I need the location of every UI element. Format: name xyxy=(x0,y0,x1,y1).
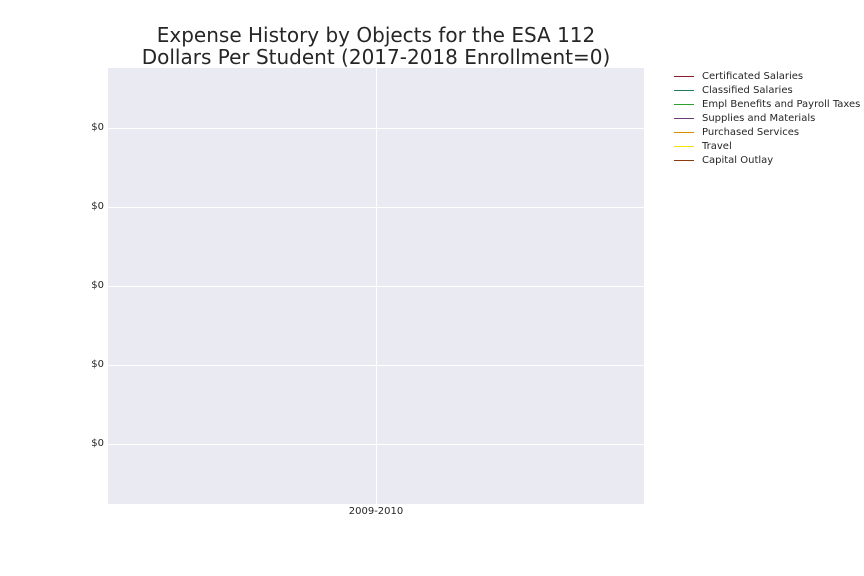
legend-line-swatch xyxy=(674,132,694,133)
x-tick-label: 2009-2010 xyxy=(348,506,404,517)
y-tick-label: $0 xyxy=(91,201,104,212)
chart-title-line-1: Expense History by Objects for the ESA 1… xyxy=(156,23,596,47)
legend-line-swatch xyxy=(674,90,694,91)
legend-line-swatch xyxy=(674,104,694,105)
legend-label: Travel xyxy=(702,141,732,152)
legend-label: Purchased Services xyxy=(702,127,800,138)
legend-label: Certificated Salaries xyxy=(702,71,804,82)
legend-label: Supplies and Materials xyxy=(702,113,816,124)
legend-line-swatch xyxy=(674,76,694,77)
legend-label: Classified Salaries xyxy=(702,85,793,96)
plot-area xyxy=(108,68,644,504)
chart-title-line-2: Dollars Per Student (2017-2018 Enrollmen… xyxy=(141,45,611,69)
legend-line-swatch xyxy=(674,146,694,147)
y-tick-label: $0 xyxy=(91,359,104,370)
x-gridline xyxy=(376,68,377,504)
y-tick-label: $0 xyxy=(91,438,104,449)
legend-line-swatch xyxy=(674,118,694,119)
legend-label: Empl Benefits and Payroll Taxes xyxy=(702,99,861,110)
legend-line-swatch xyxy=(674,160,694,161)
y-tick-label: $0 xyxy=(91,280,104,291)
legend-label: Capital Outlay xyxy=(702,155,774,166)
y-tick-label: $0 xyxy=(91,122,104,133)
